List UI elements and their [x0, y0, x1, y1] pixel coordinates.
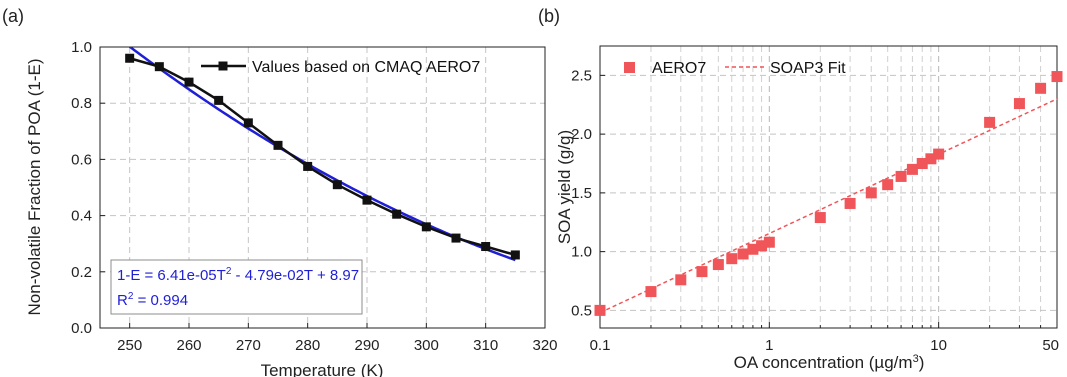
aero7-data-point [726, 253, 738, 265]
panel-b-plot-frame [599, 45, 1058, 329]
aero7-data-point [865, 187, 877, 199]
aero7-data-point [712, 259, 724, 271]
aero7-data-point [696, 266, 708, 278]
fit-equation: 1-E = 6.41e-05T2 - 4.79e-02T + 8.97 [117, 266, 359, 284]
data-point-marker [510, 250, 520, 260]
y-tick-label: 0.4 [71, 208, 92, 225]
data-point-marker [273, 140, 283, 150]
data-point-marker [243, 118, 253, 128]
data-point-marker [421, 222, 431, 232]
data-point-marker [362, 195, 372, 205]
aero7-data-point [933, 148, 945, 160]
y-tick-label: 0.5 [571, 302, 592, 319]
aero7-data-point [763, 236, 775, 248]
equation-box: 1-E = 6.41e-05T2 - 4.79e-02T + 8.97 R2 =… [110, 259, 363, 315]
fit-r-squared: R2 = 0.994 [117, 291, 188, 309]
data-point-marker [214, 95, 224, 105]
aero7-data-point [882, 179, 894, 191]
panel-a-y-axis-label: Non-volatile Fraction of POA (1-E) [25, 59, 44, 316]
legend-label-aero7: AERO7 [652, 60, 706, 77]
panel-a-x-ticks: 250 260 270 280 290 300 310 320 [117, 323, 558, 354]
panel-b-y-ticks: 0.5 1.0 1.5 2.0 2.5 [571, 67, 605, 319]
aero7-data-point [844, 197, 856, 209]
panel-b-label: (b) [538, 6, 560, 26]
legend-label-cmaq: Values based on CMAQ AERO7 [252, 59, 480, 76]
aero7-data-point [925, 153, 937, 165]
panel-b-x-ticks: 0.1 1 10 50 [590, 322, 1059, 354]
panel-a: (a) 250 260 270 280 290 300 310 320 0.00.20.40.… [2, 6, 558, 377]
data-point-marker [154, 62, 164, 72]
y-tick-label: 0.2 [71, 264, 92, 281]
panel-a-label: (a) [2, 6, 24, 26]
y-tick-label: 1.0 [71, 39, 92, 56]
aero7-data-point [906, 163, 918, 175]
x-tick-label: 300 [414, 337, 439, 354]
x-tick-label: 260 [176, 337, 201, 354]
aero7-data-point [645, 286, 657, 298]
data-point-marker [481, 242, 491, 252]
data-point-marker [332, 180, 342, 190]
aero7-data-point [814, 212, 826, 224]
panel-a-y-ticks: 0.0 0.2 0.4 0.6 0.8 1.0 [71, 39, 105, 337]
x-tick-label: 1 [765, 337, 773, 354]
panel-a-marks [125, 47, 520, 262]
aero7-data-point [916, 158, 928, 169]
panel-a-legend: Values based on CMAQ AERO7 [201, 59, 480, 76]
aero7-data-point [895, 170, 907, 182]
x-tick-label: 50 [1042, 337, 1059, 354]
x-tick-label: 310 [473, 337, 498, 354]
aero7-data-point [1035, 82, 1047, 94]
aero7-data-point [756, 240, 768, 252]
legend-square-swatch [218, 61, 228, 71]
data-series-line [129, 57, 516, 257]
aero7-data-point [747, 243, 759, 255]
x-tick-label: 10 [930, 337, 947, 354]
panel-a-x-axis-label: Temperature (K) [261, 361, 384, 377]
aero7-data-point [1051, 71, 1063, 83]
y-tick-label: 0.6 [71, 151, 92, 168]
x-tick-label: 250 [117, 337, 142, 354]
y-tick-label: 0.0 [71, 320, 92, 337]
legend-square-swatch-aero7 [624, 62, 635, 73]
panel-b-x-axis-label: OA concentration (µg/m3) [734, 353, 925, 372]
x-tick-label: 270 [236, 337, 261, 354]
y-tick-label: 1.0 [571, 244, 592, 261]
panel-b-legend: AERO7 SOAP3 Fit [624, 60, 846, 77]
y-tick-label: 2.5 [571, 67, 592, 84]
aero7-data-point [984, 116, 996, 128]
data-point-marker [451, 233, 461, 243]
soap3-fit-line [599, 98, 1058, 314]
data-point-marker [303, 161, 313, 171]
panel-b: (b) 0.1 1 10 50 0.5 1.0 1.5 2.0 2.5 OA concentr… [538, 6, 1063, 372]
aero7-data-point [737, 248, 749, 260]
aero7-data-point [1013, 98, 1025, 110]
x-tick-label: 0.1 [590, 337, 611, 354]
data-point-marker [392, 209, 402, 219]
x-tick-label: 290 [354, 337, 379, 354]
aero7-data-point [594, 304, 606, 316]
panel-b-y-axis-label: SOA yield (g/g) [555, 130, 574, 244]
equation-box-frame [110, 259, 363, 315]
data-point-marker [125, 53, 135, 63]
aero7-data-point [675, 274, 687, 286]
legend-label-soap3: SOAP3 Fit [770, 60, 846, 77]
y-tick-label: 1.5 [571, 185, 592, 202]
y-tick-label: 2.0 [571, 126, 592, 143]
y-tick-label: 0.8 [71, 95, 92, 112]
data-point-marker [184, 77, 194, 87]
x-tick-label: 320 [532, 337, 557, 354]
x-tick-label: 280 [295, 337, 320, 354]
panel-a-plot-frame [99, 46, 546, 329]
panel-b-marks [594, 71, 1063, 316]
panel-b-grid [600, 46, 1057, 328]
